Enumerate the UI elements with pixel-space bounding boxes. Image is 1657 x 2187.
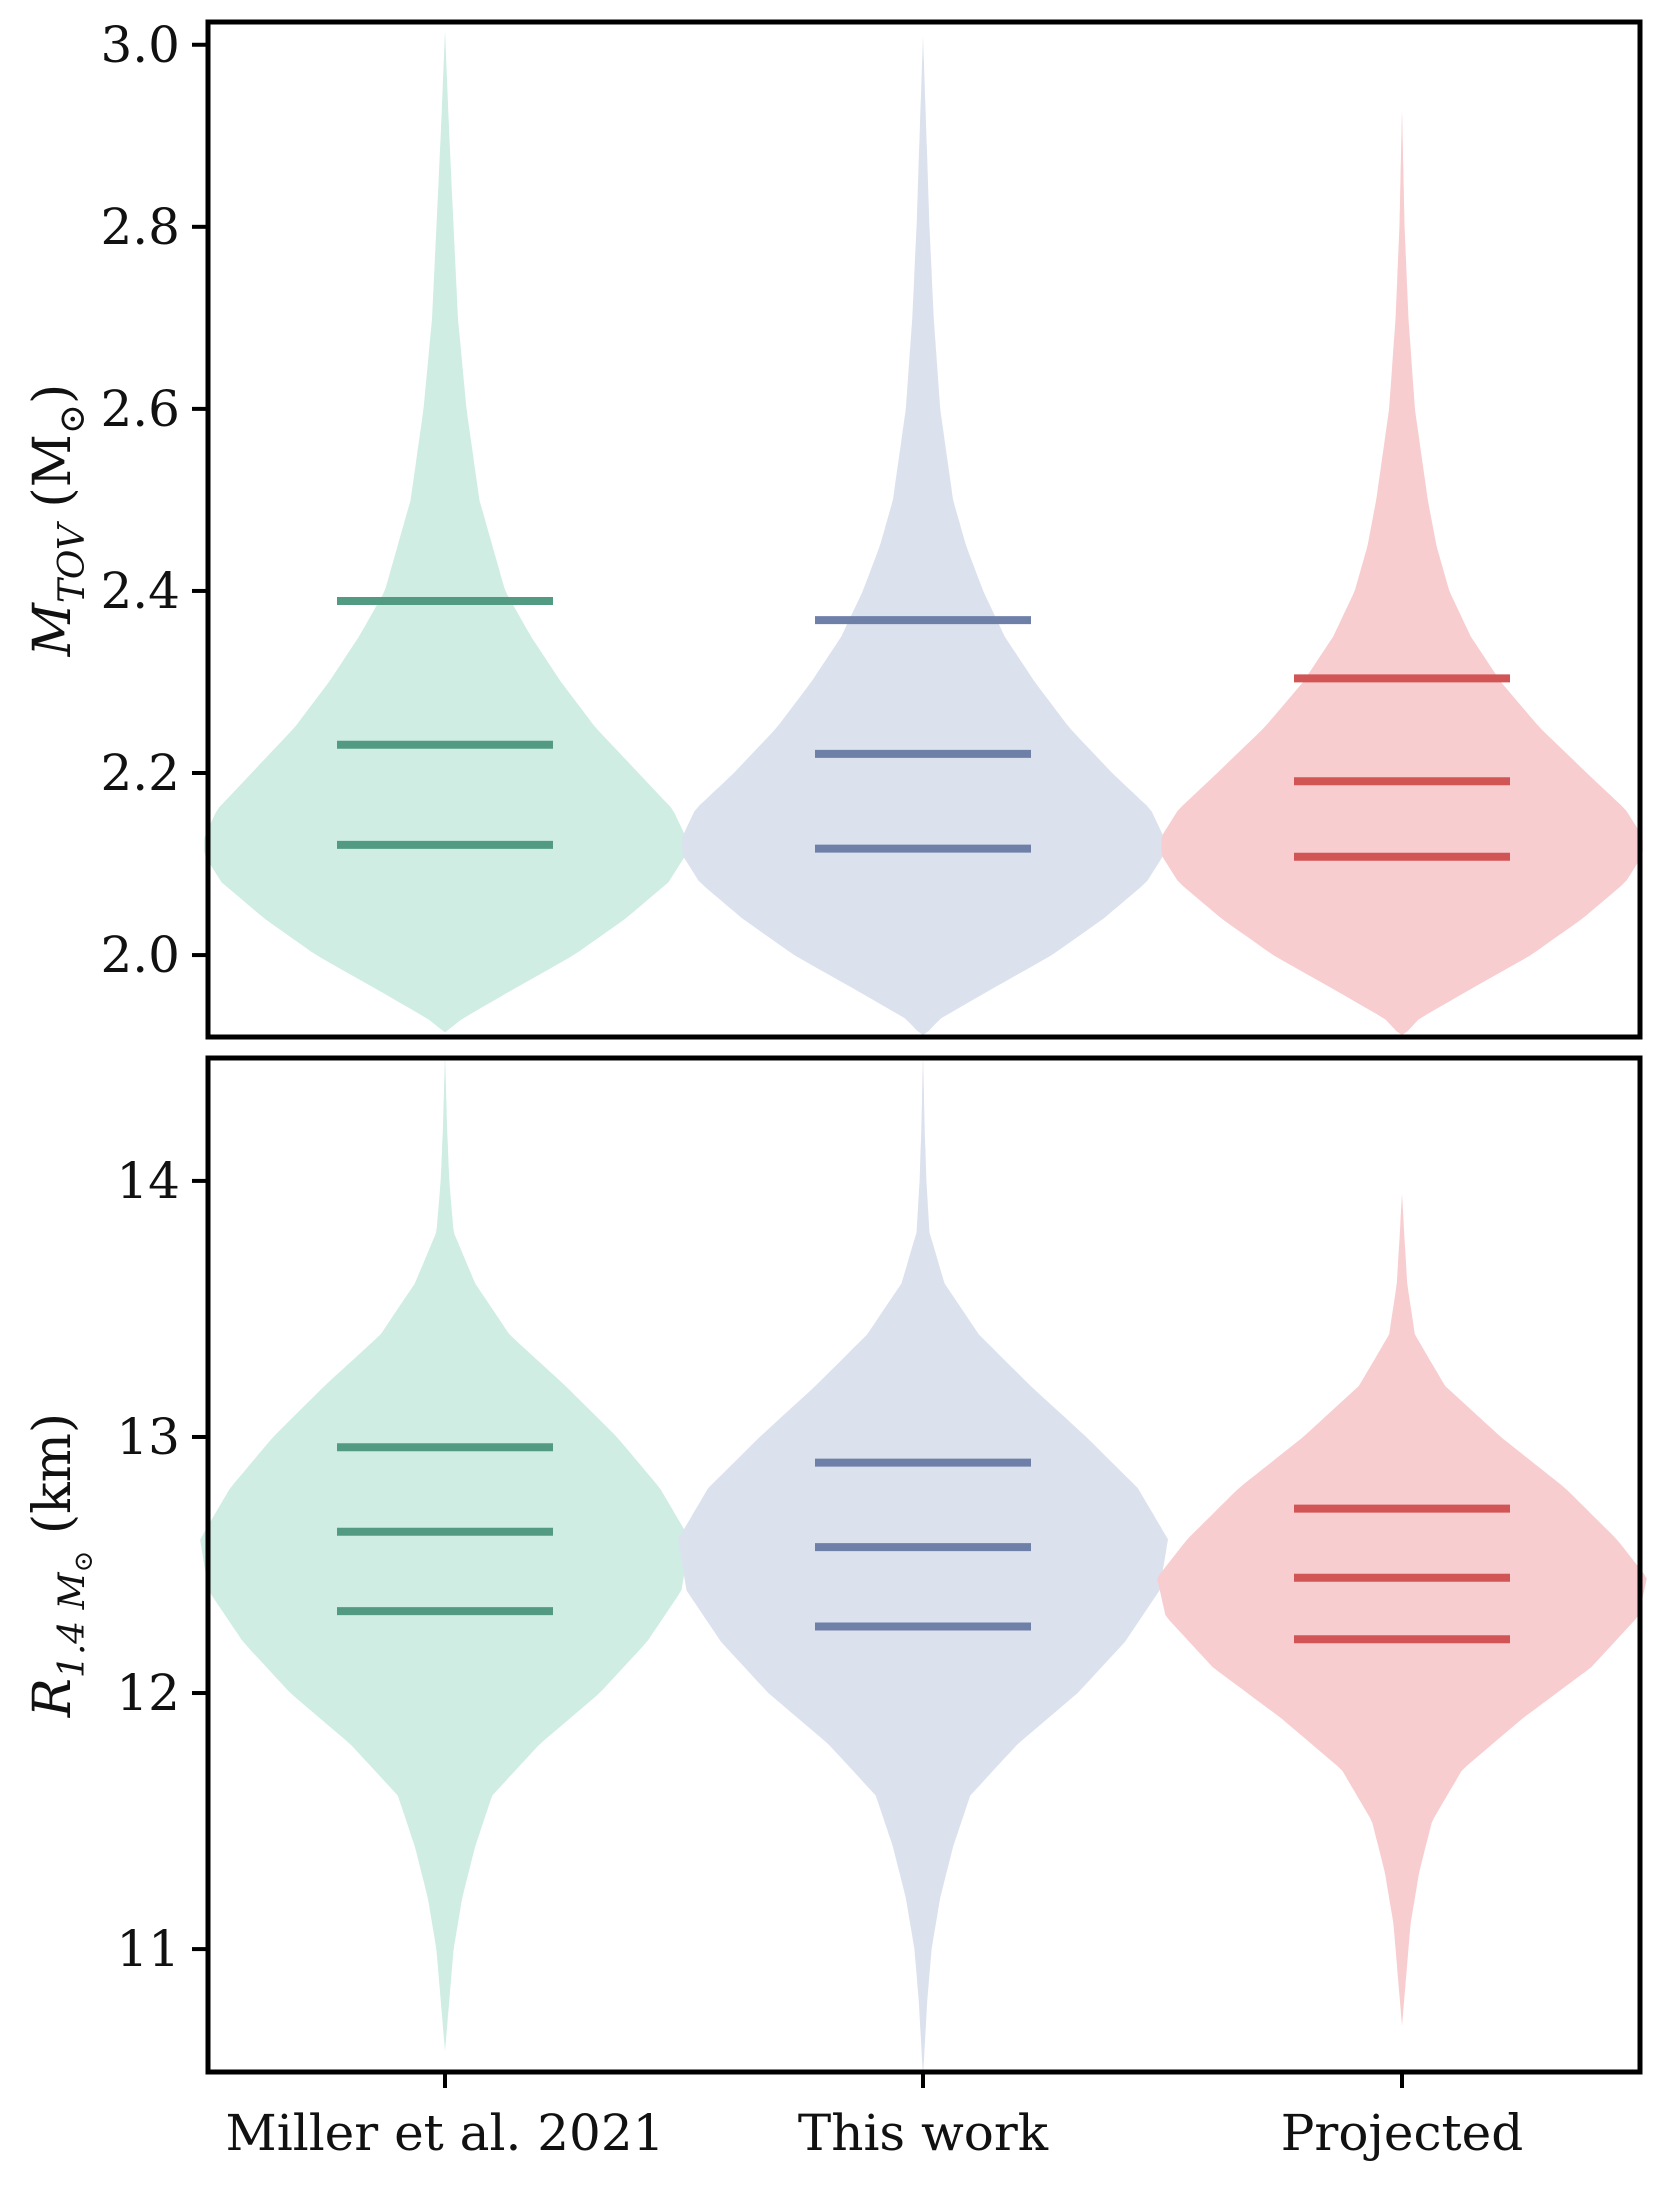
bottom-violins xyxy=(200,1060,1647,2070)
bottom-ylabel-sub: 1.4 M xyxy=(52,1571,93,1678)
top-ylabel-main: M xyxy=(23,601,83,657)
bottom-quantile-lines xyxy=(337,1443,1510,1644)
bottom-plot-frame xyxy=(205,1055,1643,2075)
ytick-label-bottom-4: 14 xyxy=(116,1152,180,1210)
bottom-y-axis-label: R1.4 M⊙ (km) xyxy=(23,1413,99,1718)
violin-bottom-1 xyxy=(200,1060,690,2052)
xtick-label-1: Miller et al. 2021 xyxy=(226,2104,665,2162)
top-ylabel-rest: (M xyxy=(23,434,83,524)
ytick-label-top-1: 2.0 xyxy=(100,926,180,984)
top-panel: 2.0 2.2 2.4 2.6 2.8 3.0 MTOV (M⊙) xyxy=(23,16,1643,1040)
bottom-y-axis-ticks: 11 12 13 14 xyxy=(116,1152,208,1978)
bottom-ylabel-subsub: ⊙ xyxy=(69,1551,99,1573)
ytick-label-top-5: 2.8 xyxy=(100,198,180,256)
top-violins xyxy=(204,31,1643,1035)
ytick-label-bottom-2: 12 xyxy=(116,1664,180,1722)
ytick-label-top-3: 2.4 xyxy=(100,562,180,620)
violin-bottom-3 xyxy=(1157,1193,1647,2026)
xtick-label-2: This work xyxy=(798,2104,1049,2162)
violin-top-1 xyxy=(204,31,686,1033)
ytick-label-top-6: 3.0 xyxy=(100,16,180,74)
ytick-label-bottom-3: 13 xyxy=(116,1408,180,1466)
top-ylabel-sub: TOV xyxy=(52,520,93,603)
bottom-ylabel-rest: (km) xyxy=(23,1413,83,1551)
ytick-label-top-2: 2.2 xyxy=(100,744,180,802)
top-quantile-lines xyxy=(337,596,1510,861)
xtick-label-3: Projected xyxy=(1281,2104,1523,2162)
top-plot-frame xyxy=(205,19,1643,1040)
violin-top-3 xyxy=(1161,108,1643,1035)
top-ylabel-close: ) xyxy=(23,384,83,404)
ytick-label-top-4: 2.6 xyxy=(100,380,180,438)
top-ylabel-rest-sub: ⊙ xyxy=(52,404,93,434)
bottom-x-axis-ticks: Miller et al. 2021 This work Projected xyxy=(226,2072,1523,2162)
bottom-ylabel-main: R xyxy=(23,1678,83,1718)
violin-top-2 xyxy=(682,35,1164,1035)
top-y-axis-label: MTOV (M⊙) xyxy=(23,384,93,658)
ytick-label-bottom-1: 11 xyxy=(116,1920,180,1978)
bottom-panel: 11 12 13 14 Miller et al. 2021 This work Proj… xyxy=(23,1055,1647,2162)
top-y-axis-ticks: 2.0 2.2 2.4 2.6 2.8 3.0 xyxy=(100,16,208,984)
violin-bottom-2 xyxy=(678,1060,1168,2070)
